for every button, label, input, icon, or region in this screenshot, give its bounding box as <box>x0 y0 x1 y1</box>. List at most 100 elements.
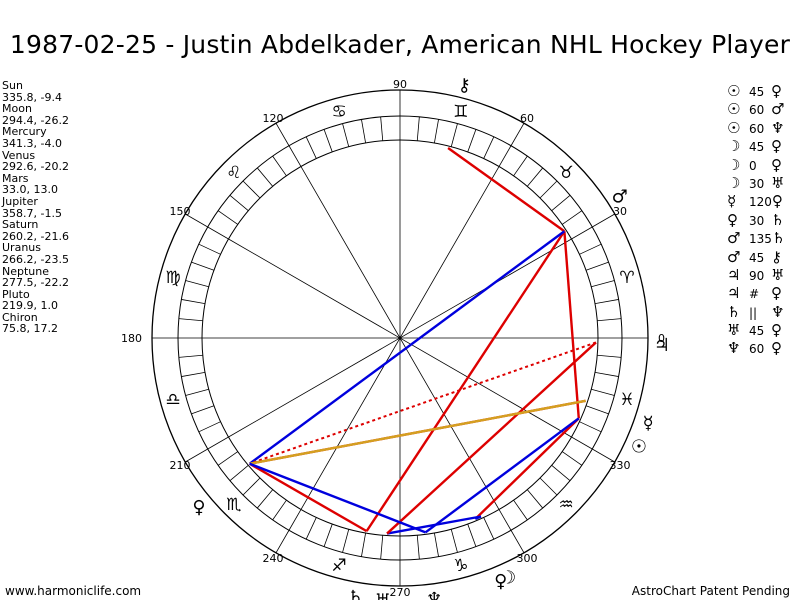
band-tick <box>380 535 384 560</box>
band-tick <box>256 167 274 187</box>
band-tick <box>185 280 209 288</box>
band-tick <box>483 517 495 540</box>
aspect-line-mars-pluto <box>248 230 566 465</box>
aspect-planet-2: ♂ <box>771 100 785 119</box>
degree-ticks <box>178 116 622 560</box>
aspect-angle: || <box>749 305 758 320</box>
zodiac-sign-icon: ♈ <box>619 268 634 288</box>
aspect-planet-1: ♅ <box>727 321 741 340</box>
zodiac-sign-icon: ♏ <box>226 495 241 515</box>
aspect-planet-2: ♀ <box>771 192 783 211</box>
band-tick <box>539 477 558 496</box>
aspect-planet-1: ♂ <box>727 247 741 266</box>
aspect-line-sun-neptune <box>424 417 580 534</box>
degree-label-extra: 9,829 <box>392 598 424 600</box>
band-tick <box>242 477 261 496</box>
aspect-line-saturn-pluto <box>249 462 368 533</box>
aspect-row: ☉ 60 ♂ <box>727 100 790 118</box>
planet-mercury-icon[interactable]: ☿ <box>643 413 654 434</box>
band-tick <box>256 489 274 509</box>
aspect-row: ☉ 60 ♆ <box>727 119 790 137</box>
planet-saturn-icon[interactable]: ♄ <box>347 587 363 600</box>
band-tick <box>467 129 477 153</box>
degree-label-270: 270 <box>390 586 411 599</box>
degree-label-30: 30 <box>613 205 627 218</box>
aspect-line-neptune-pluto <box>249 462 427 534</box>
planet-venus-icon[interactable]: ♀ <box>494 571 507 592</box>
planet-name-neptune: Neptune <box>2 264 50 278</box>
band-tick <box>229 194 249 212</box>
band-tick <box>198 421 221 433</box>
aspect-angle: 45 <box>749 85 765 99</box>
aspect-line-sun-venus <box>474 417 580 520</box>
aspect-planet-2: ♀ <box>771 137 782 156</box>
aspect-planet-2: ♅ <box>771 265 785 284</box>
planet-values-moon: 294.4, -26.2 <box>2 113 69 127</box>
sign-divider <box>185 448 208 463</box>
band-tick <box>416 116 420 141</box>
aspect-line-mercury-pluto <box>249 399 586 465</box>
planet-pluto-icon[interactable]: ♀ <box>192 497 205 518</box>
planet-jupiter-icon[interactable]: ♃ <box>654 335 670 356</box>
zodiac-sign-icon: ♒ <box>559 495 574 515</box>
band-tick <box>288 145 302 167</box>
planet-uranus-icon[interactable]: ♅ <box>375 590 391 600</box>
chart-title: 1987-02-25 - Justin Abdelkader, American… <box>9 30 791 59</box>
degree-label-240: 240 <box>263 552 284 565</box>
aspect-planet-2: ♆ <box>771 118 785 137</box>
planet-mars-icon[interactable]: ♂ <box>612 186 628 207</box>
band-tick <box>551 464 571 482</box>
band-tick <box>217 451 239 466</box>
band-tick <box>561 210 583 225</box>
house-spokes <box>152 90 648 586</box>
band-tick <box>217 210 239 225</box>
band-tick <box>242 180 261 199</box>
planet-name-chiron: Chiron <box>2 310 38 324</box>
planet-values-venus: 292.6, -20.2 <box>2 160 69 174</box>
aspect-angle: 45 <box>749 250 765 265</box>
planet-values-mercury: 341.3, -4.0 <box>2 136 62 150</box>
band-tick <box>323 129 333 153</box>
band-tick <box>433 532 439 557</box>
planet-neptune-icon[interactable]: ♆ <box>426 589 442 600</box>
band-tick <box>191 261 215 271</box>
footer-website[interactable]: www.harmoniclife.com <box>5 584 142 598</box>
degree-label-180: 180 <box>121 332 142 345</box>
band-tick <box>594 299 619 305</box>
aspect-row: ☿ 120♀ <box>727 192 790 210</box>
band-tick <box>579 243 602 255</box>
zodiac-sign-icon: ♋ <box>332 102 347 122</box>
planet-moon-icon[interactable]: ☽ <box>500 568 516 589</box>
planet-values-mars: 33.0, 13.0 <box>2 183 58 197</box>
aspect-planet-2: ♀ <box>771 82 782 100</box>
aspect-planet-1: ☽ <box>727 155 741 174</box>
planet-name-jupiter: Jupiter <box>2 194 38 208</box>
aspect-line-jupiter-pluto <box>249 341 597 465</box>
band-tick <box>416 535 420 560</box>
planet-sun-icon[interactable]: ☉ <box>631 436 647 457</box>
degree-label-150: 150 <box>170 205 191 218</box>
planet-values-saturn: 260.2, -21.6 <box>2 229 69 243</box>
aspect-angle: 60 <box>749 342 765 357</box>
band-tick <box>229 464 249 482</box>
planet-values-chiron: 75.8, 17.2 <box>2 322 58 336</box>
zodiac-sign-icon: ♎ <box>165 390 180 410</box>
planet-chiron-icon[interactable]: ⚷ <box>458 75 471 96</box>
aspect-planet-2: ♀ <box>771 321 782 340</box>
aspect-planet-1: ☿ <box>727 192 737 211</box>
aspect-planet-1: ♄ <box>727 302 741 321</box>
footer-patent-note: AstroChart Patent Pending <box>631 584 790 598</box>
aspect-row: ♄ || ♆ <box>727 303 790 321</box>
aspect-planet-1: ☽ <box>727 137 741 156</box>
planet-name-pluto: Pluto <box>2 287 30 301</box>
planet-name-sun: Sun <box>2 79 23 92</box>
aspect-planet-1: ♃ <box>727 265 741 284</box>
planet-name-saturn: Saturn <box>2 218 39 232</box>
aspect-planet-1: ♀ <box>727 210 738 229</box>
band-tick <box>526 167 544 187</box>
band-tick <box>585 261 609 271</box>
band-tick <box>450 529 458 553</box>
planet-values-sun: 335.8, -9.4 <box>2 90 62 104</box>
band-tick <box>498 145 512 167</box>
